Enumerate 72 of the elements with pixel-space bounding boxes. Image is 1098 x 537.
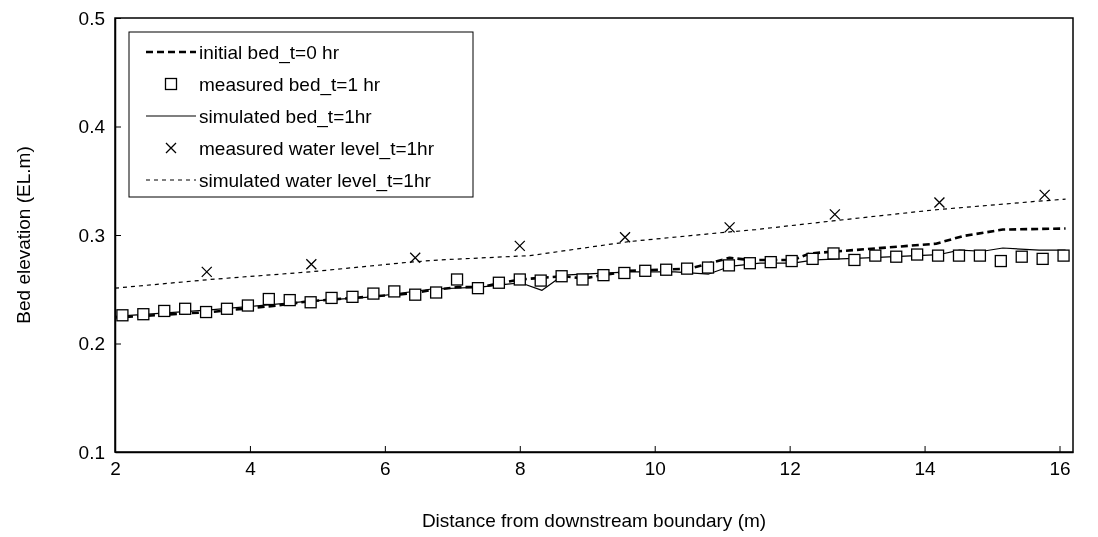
point (869, 249, 882, 262)
y-tick-label: 0.3 (78, 224, 105, 246)
point (952, 249, 966, 262)
x-tick-label: 14 (914, 458, 937, 480)
point (201, 266, 213, 278)
y-tick-label: 0.4 (78, 116, 106, 138)
point (618, 266, 631, 280)
point (931, 249, 945, 262)
point (220, 302, 234, 315)
point (701, 261, 715, 274)
point (723, 221, 736, 234)
point (933, 196, 946, 209)
x-tick-label: 8 (515, 458, 526, 480)
point (199, 305, 213, 319)
point (994, 254, 1007, 268)
point (388, 285, 401, 298)
point (304, 296, 317, 309)
point (639, 264, 652, 277)
y-axis-title: Bed elevation (EL.m) (13, 146, 34, 324)
point (1039, 189, 1051, 201)
point (619, 231, 631, 243)
point (492, 276, 506, 289)
point (409, 252, 421, 264)
point (429, 286, 443, 299)
point (848, 253, 861, 267)
point (576, 273, 589, 286)
legend-label: measured bed_t=1 hr (199, 74, 381, 96)
point (911, 248, 924, 261)
point (513, 273, 526, 286)
point (973, 249, 987, 262)
point (116, 309, 129, 322)
point (346, 290, 359, 303)
point (409, 288, 422, 301)
point (764, 255, 777, 269)
x-tick-label: 4 (245, 458, 257, 480)
point (450, 273, 464, 286)
x-tick-label: 12 (779, 458, 801, 480)
point (179, 302, 192, 315)
x-tick-label: 2 (110, 458, 121, 480)
point (283, 293, 296, 307)
point (890, 250, 903, 263)
point (829, 208, 841, 221)
point (660, 263, 673, 276)
point (722, 259, 736, 272)
point (785, 254, 798, 268)
point (325, 291, 338, 305)
point (367, 287, 380, 300)
x-tick-label: 16 (1049, 458, 1071, 480)
point (534, 274, 547, 287)
point (597, 269, 610, 282)
legend-label: simulated water level_t=1hr (199, 170, 432, 192)
x-tick-label: 10 (644, 458, 666, 480)
point (743, 257, 756, 270)
point (806, 252, 819, 266)
point (305, 258, 317, 270)
point (514, 240, 526, 252)
legend-label: initial bed_t=0 hr (199, 42, 340, 64)
y-tick-label: 0.2 (78, 333, 105, 355)
point (241, 299, 255, 312)
point (555, 270, 568, 283)
point (680, 262, 694, 275)
x-axis-title: Distance from downstream boundary (m) (421, 510, 767, 531)
legend-label: simulated bed_t=1hr (199, 106, 373, 128)
point (137, 308, 150, 321)
y-tick-label: 0.1 (78, 441, 105, 463)
y-tick-label: 0.5 (78, 7, 105, 29)
legend-label: measured water level_t=1hr (199, 138, 435, 160)
point (471, 282, 485, 295)
point (827, 247, 840, 260)
x-tick-label: 6 (380, 458, 391, 480)
point (158, 304, 171, 318)
point (262, 292, 275, 306)
